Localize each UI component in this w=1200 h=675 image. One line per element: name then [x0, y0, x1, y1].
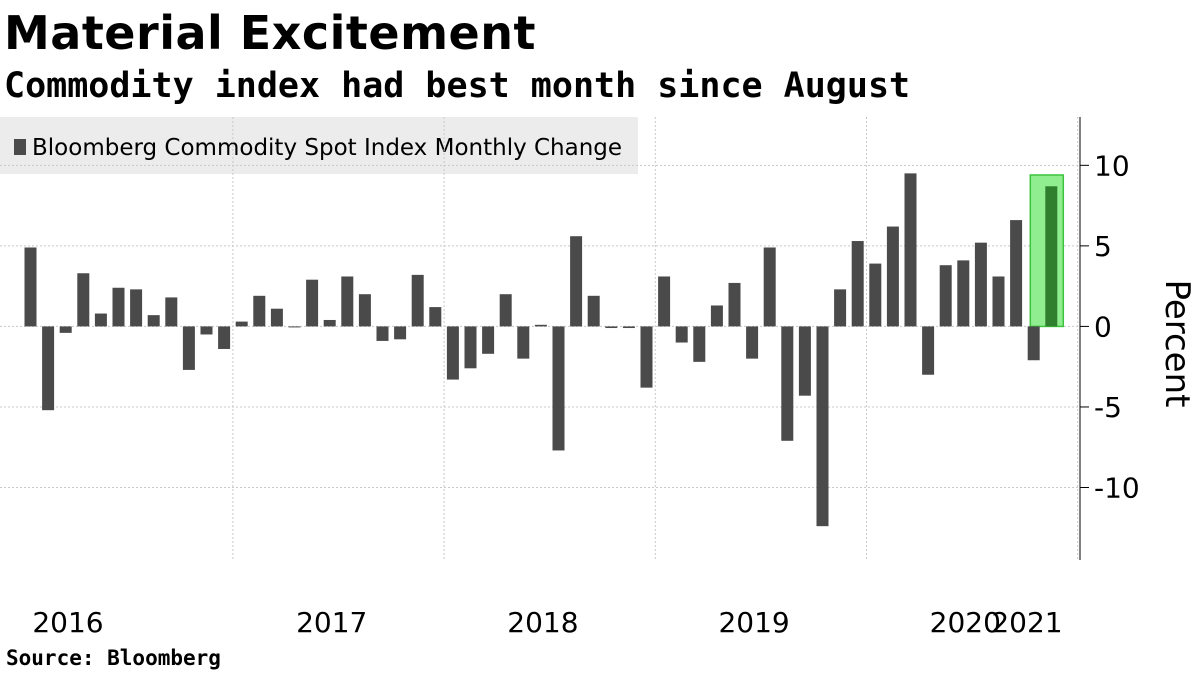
bar [922, 326, 935, 375]
bar [587, 295, 600, 327]
source-note: Source: Bloomberg [6, 646, 221, 670]
bar [94, 313, 107, 327]
legend-label: Bloomberg Commodity Spot Index Monthly C… [32, 135, 622, 161]
x-tick-label: 2021 [991, 606, 1062, 639]
bar [851, 241, 864, 327]
bar [693, 326, 706, 362]
bar [640, 326, 653, 388]
bar [341, 276, 354, 327]
bar [886, 226, 899, 327]
x-tick-label: 2017 [296, 606, 367, 639]
bar [429, 307, 442, 327]
bar [781, 326, 794, 441]
bar [253, 295, 266, 327]
y-tick-label: 10 [1094, 149, 1130, 182]
bar [394, 326, 407, 340]
y-tick-label: -10 [1094, 472, 1140, 505]
bar [746, 326, 759, 359]
chart-title: Material Excitement [4, 6, 536, 60]
y-axis: -10 -5 0 5 10 [1079, 117, 1140, 560]
x-tick-label: 2019 [718, 606, 789, 639]
bar [499, 294, 512, 327]
bar [112, 287, 125, 327]
bar [1027, 326, 1040, 361]
bar [816, 326, 829, 527]
bar [834, 289, 847, 327]
bar [763, 247, 776, 327]
bar [235, 321, 248, 327]
bar [411, 274, 424, 327]
bar [376, 326, 389, 341]
bar [534, 324, 547, 327]
y-tick-label: 0 [1094, 310, 1112, 343]
bar [482, 326, 495, 354]
bar [957, 260, 970, 327]
bar [622, 326, 635, 329]
bar [605, 326, 618, 329]
x-tick-label: 2018 [507, 606, 578, 639]
bar [200, 326, 213, 335]
bar [446, 326, 459, 380]
bar [992, 276, 1005, 327]
y-tick-label: -5 [1094, 391, 1122, 424]
bars [24, 173, 1058, 527]
bar [570, 236, 583, 327]
bar [552, 326, 565, 451]
bar [288, 326, 301, 328]
legend-background [0, 117, 638, 174]
chart-subtitle: Commodity index had best month since Aug… [4, 66, 911, 106]
bar [904, 173, 917, 327]
bar [974, 242, 987, 327]
bar [939, 265, 952, 327]
bar [77, 273, 90, 327]
bar [675, 326, 688, 343]
bar [218, 326, 231, 349]
x-tick-label: 2020 [930, 606, 1001, 639]
x-tick-label: 2016 [32, 606, 103, 639]
highlighted-bar [1045, 186, 1058, 327]
bar [59, 326, 72, 333]
grid-lines [0, 117, 1080, 560]
bar [1010, 220, 1023, 327]
bar [130, 289, 143, 327]
bar [358, 294, 371, 327]
bar [182, 326, 195, 370]
bar [869, 263, 882, 327]
bar [165, 297, 178, 327]
bar [147, 315, 160, 327]
bar [270, 308, 283, 327]
bar [710, 305, 723, 327]
y-tick-label: 5 [1094, 230, 1112, 263]
bar [517, 326, 530, 359]
bar [728, 282, 741, 327]
bar [798, 326, 811, 396]
bar [24, 247, 37, 327]
bar [464, 326, 477, 369]
legend-swatch [14, 139, 26, 155]
bar-chart: Bloomberg Commodity Spot Index Monthly C… [0, 117, 1197, 639]
bar [306, 279, 319, 327]
bar [323, 319, 336, 327]
bar [658, 276, 671, 327]
bar [42, 326, 55, 411]
y-axis-title: Percent [1157, 280, 1197, 408]
